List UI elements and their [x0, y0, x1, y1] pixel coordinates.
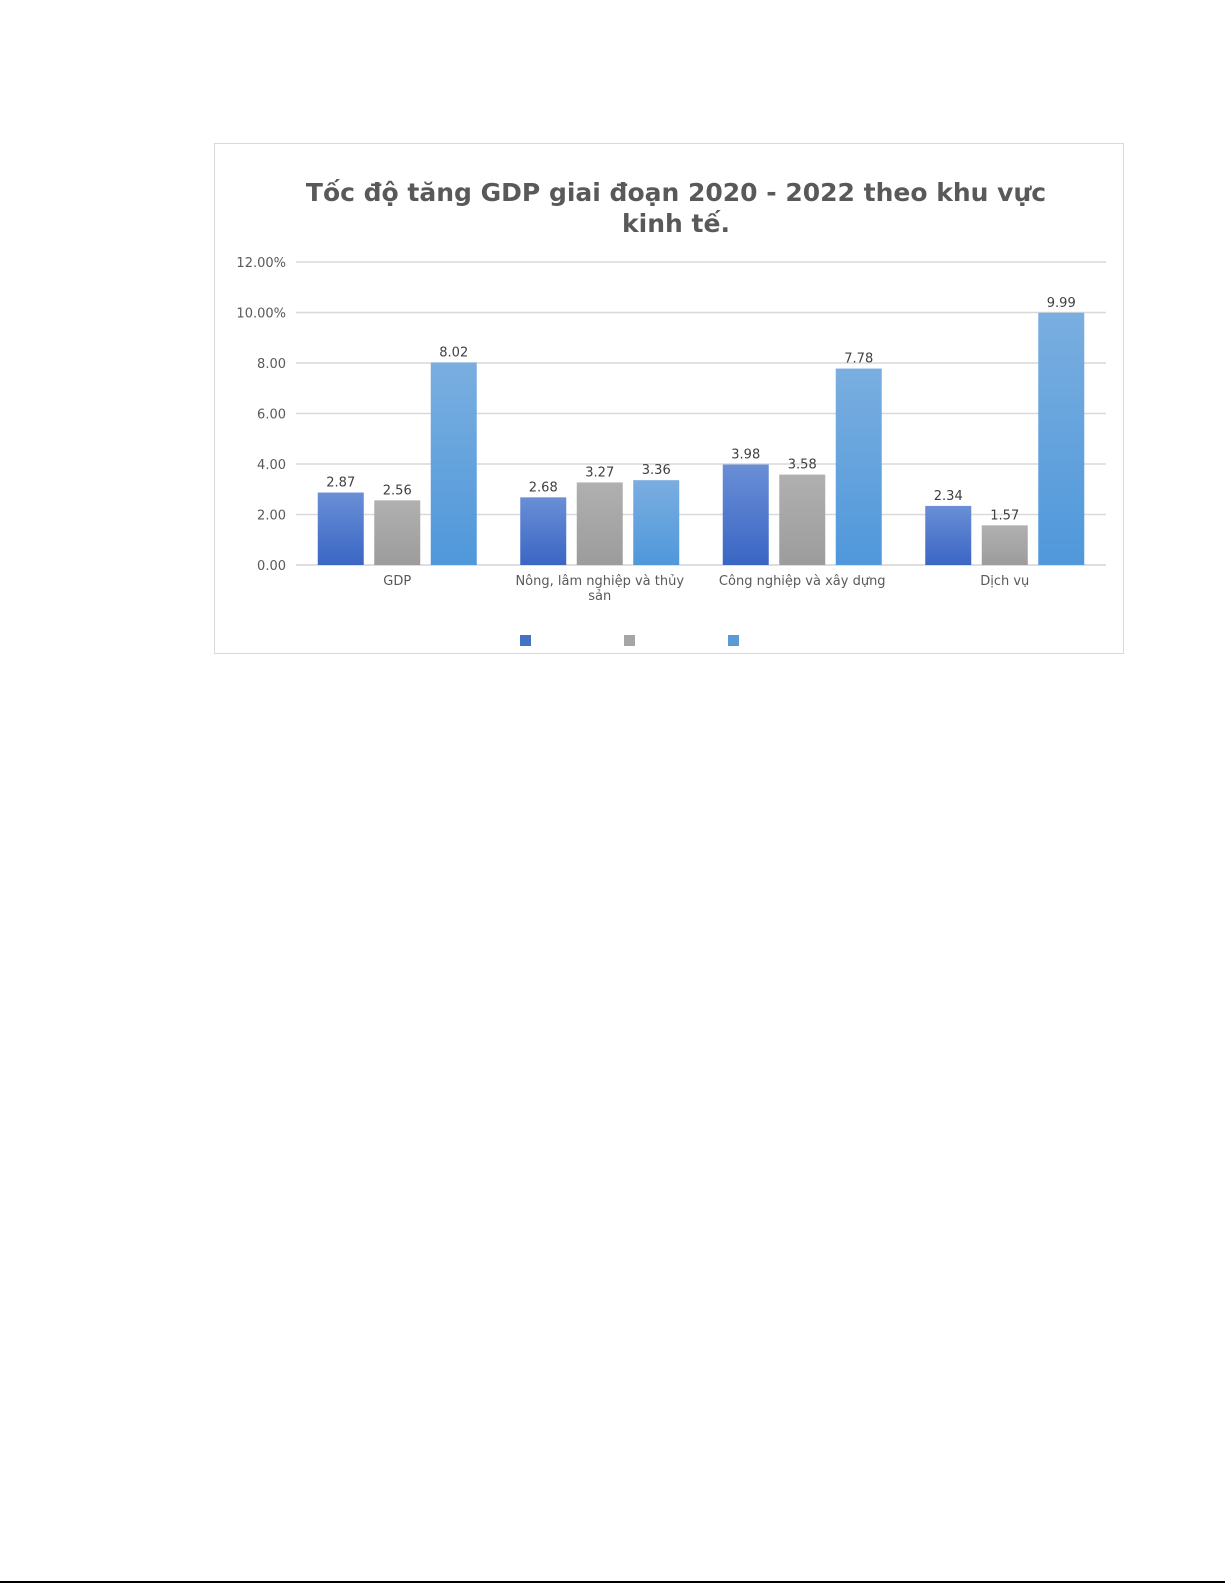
chart-title-line-2: kinh tế.	[622, 209, 730, 238]
data-label: 2.68	[529, 480, 558, 495]
legend-swatch	[520, 635, 531, 646]
x-tick-label: Nông, lâm nghiệp và thủy	[515, 574, 684, 589]
y-tick-label: 10.00%	[236, 307, 286, 322]
bar	[925, 505, 972, 565]
data-label: 9.99	[1047, 296, 1076, 311]
bar-chart: Tốc độ tăng GDP giai đoạn 2020 - 2022 th…	[236, 178, 1106, 646]
data-label: 3.36	[642, 463, 671, 478]
bar	[576, 482, 623, 565]
bar	[317, 492, 364, 565]
y-tick-label: 8.00	[257, 357, 286, 372]
page-bottom-border	[0, 1581, 1225, 1583]
data-label: 2.34	[934, 489, 963, 504]
data-label: 1.57	[990, 508, 1019, 523]
chart-container: Tốc độ tăng GDP giai đoạn 2020 - 2022 th…	[214, 143, 1124, 654]
data-label: 2.56	[383, 483, 412, 498]
legend-swatch	[624, 635, 635, 646]
data-label: 8.02	[439, 345, 468, 360]
bar	[981, 525, 1028, 565]
x-tick-label: sản	[588, 589, 611, 604]
x-tick-label: GDP	[383, 574, 411, 589]
bar	[835, 368, 882, 565]
data-label: 2.87	[326, 476, 355, 491]
bar	[722, 464, 769, 565]
bar	[430, 362, 477, 565]
y-tick-label: 4.00	[257, 458, 286, 473]
data-label: 3.27	[585, 465, 614, 480]
bar	[1038, 312, 1085, 565]
data-label: 3.98	[731, 448, 760, 463]
x-tick-label: Dịch vụ	[980, 574, 1029, 589]
y-tick-label: 0.00	[257, 559, 286, 574]
y-tick-label: 12.00%	[236, 256, 286, 271]
y-tick-label: 2.00	[257, 509, 286, 524]
x-tick-label: Công nghiệp và xây dựng	[719, 574, 886, 589]
y-tick-label: 6.00	[257, 408, 286, 423]
data-label: 3.58	[788, 458, 817, 473]
bar	[633, 480, 680, 565]
bar	[374, 500, 421, 565]
legend-swatch	[728, 635, 739, 646]
chart-title-line-1: Tốc độ tăng GDP giai đoạn 2020 - 2022 th…	[306, 178, 1046, 207]
bar	[779, 474, 826, 565]
bar	[520, 497, 567, 565]
data-label: 7.78	[844, 352, 873, 367]
